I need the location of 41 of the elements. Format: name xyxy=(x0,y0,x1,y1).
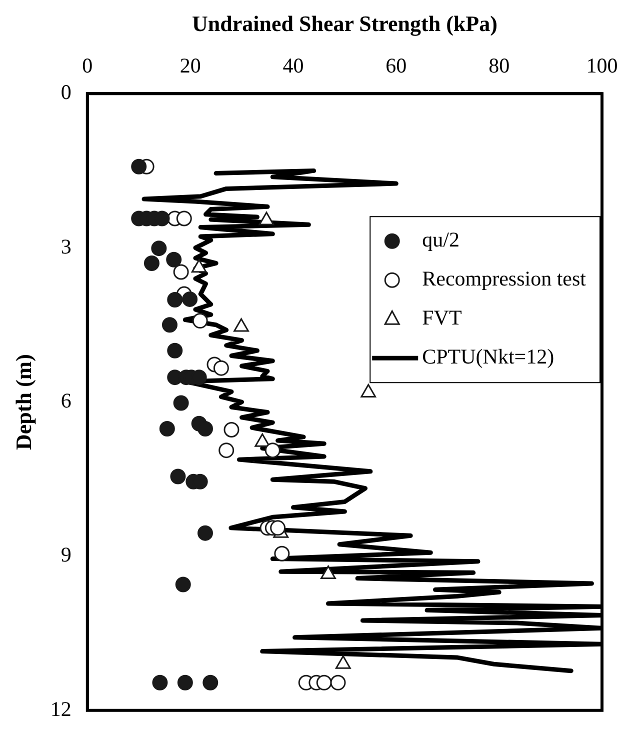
point xyxy=(167,342,183,358)
point xyxy=(182,291,198,307)
y-tick-label: 6 xyxy=(60,388,72,413)
point xyxy=(166,252,182,268)
point xyxy=(177,674,193,690)
point xyxy=(274,546,290,562)
y-tick-label: 3 xyxy=(60,234,72,258)
point xyxy=(202,674,218,690)
point xyxy=(270,520,286,536)
point xyxy=(316,674,332,690)
point xyxy=(173,395,189,411)
point xyxy=(159,420,175,436)
y-tick-label: 0 xyxy=(60,80,72,104)
legend-label: FVT xyxy=(422,306,462,330)
point xyxy=(197,525,213,541)
legend-label: Recompression test xyxy=(422,266,586,291)
point xyxy=(131,158,147,174)
x-tick-label: 20 xyxy=(180,54,201,78)
point xyxy=(192,313,208,329)
x-tick-label: 60 xyxy=(386,54,407,78)
x-tick-label: 40 xyxy=(282,54,304,78)
point xyxy=(144,255,160,271)
legend-label: CPTU(Nkt=12) xyxy=(422,344,554,369)
y-tick-label: 12 xyxy=(50,696,72,721)
point xyxy=(175,576,191,592)
x-tick-label: 0 xyxy=(82,54,93,78)
x-tick-label: 100 xyxy=(586,54,618,78)
point xyxy=(162,317,178,333)
point xyxy=(264,442,280,458)
y-axis-title: Depth (m) xyxy=(10,354,36,450)
legend-label: qu/2 xyxy=(422,228,460,252)
point xyxy=(213,360,229,376)
point xyxy=(151,240,167,256)
point xyxy=(167,292,183,308)
x-tick-label: 80 xyxy=(488,54,510,78)
point xyxy=(176,210,192,226)
point xyxy=(170,468,186,484)
x-axis-title: Undrained Shear Strength (kPa) xyxy=(192,10,498,36)
point xyxy=(152,674,168,690)
point xyxy=(197,420,213,436)
y-tick-label: 9 xyxy=(60,542,72,567)
